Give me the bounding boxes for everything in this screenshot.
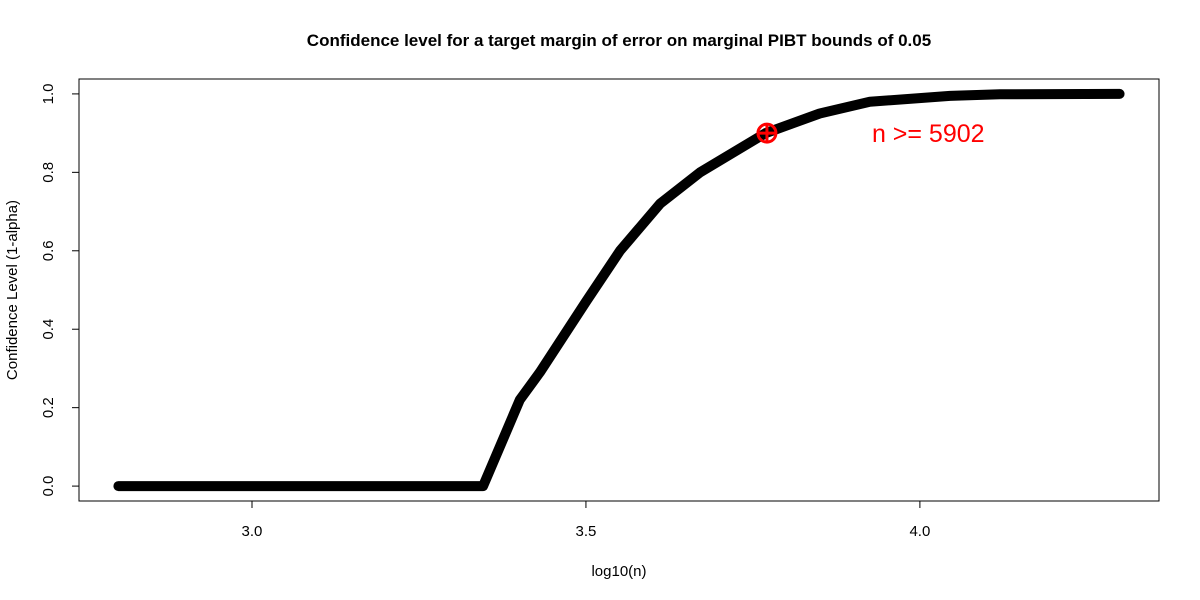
y-tick-label: 0.0 [40, 476, 57, 497]
y-tick-label: 0.8 [40, 162, 57, 183]
line-series [113, 88, 1125, 492]
x-tick-label: 4.0 [909, 523, 930, 540]
y-axis-title: Confidence Level (1-alpha) [4, 200, 21, 380]
x-axis-title: log10(n) [591, 563, 646, 580]
annotation: n >= 5902 [872, 120, 985, 148]
y-tick-label: 0.6 [40, 240, 57, 261]
highlight-cross [757, 124, 776, 143]
y-tick-label: 0.4 [40, 319, 57, 340]
chart-title: Confidence level for a target margin of … [307, 31, 931, 50]
y-tick-label: 0.2 [40, 397, 57, 418]
y-tick-label: 1.0 [40, 83, 57, 104]
x-tick-label: 3.5 [576, 523, 597, 540]
x-tick-label: 3.0 [242, 523, 263, 540]
plot-frame [78, 78, 1160, 502]
